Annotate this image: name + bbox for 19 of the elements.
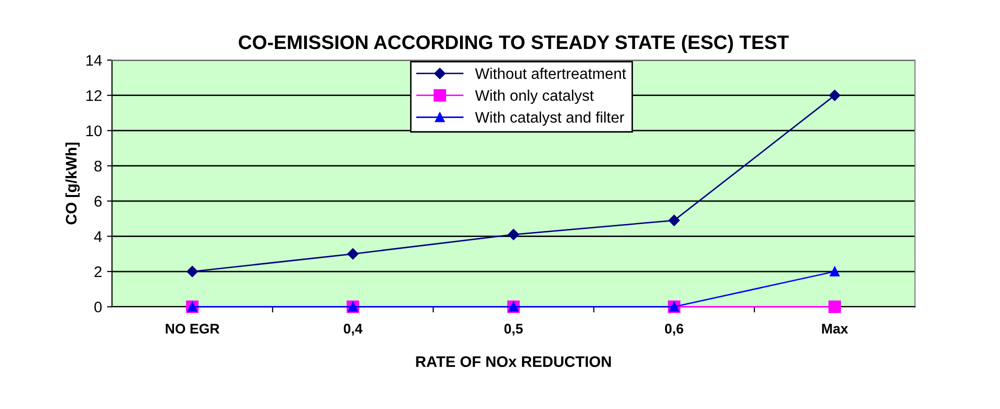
x-axis-title: RATE OF NOx REDUCTION [416,356,611,368]
chart-title: CO-EMISSION ACCORDING TO STEADY STATE (ESC) TEST [238,34,789,54]
y-tick-label: 14 [86,55,102,66]
legend-label: Without aftertreatment [475,68,626,79]
x-tick-label: 0,6 [664,324,684,336]
legend-label: With catalyst and filter [475,112,624,126]
y-tick-label: 6 [94,196,102,207]
y-tick-label: 12 [86,90,102,101]
x-tick-label: 0,4 [344,324,362,336]
y-tick-label: 2 [94,266,102,278]
y-tick-label: 10 [86,125,102,136]
x-tick-label: Max [822,324,848,334]
legend-label: With only catalyst [475,90,594,104]
y-tick-label: 0 [94,302,102,312]
y-tick-label: 4 [94,231,102,242]
y-tick-label: 8 [94,160,102,172]
x-tick-label: 0,5 [504,324,523,336]
y-axis-title: CO [g/kWh] [65,142,80,224]
x-tick-label: NO EGR [166,324,220,334]
